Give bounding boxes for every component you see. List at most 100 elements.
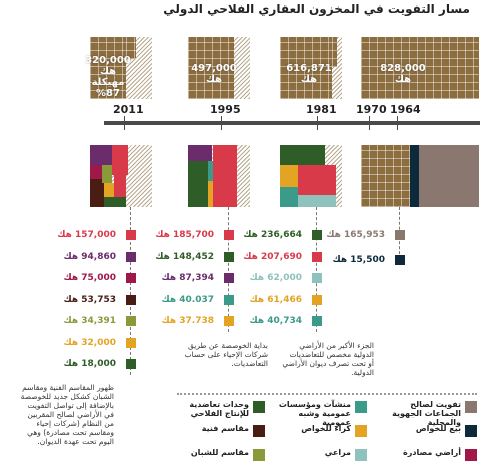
- value-swatch: [312, 316, 322, 326]
- value-label: 207,690 هك: [243, 251, 302, 262]
- legend-swatch: [465, 425, 477, 437]
- note-1995: بداية الخوصصة عن طريق شركات الإحياء على …: [184, 341, 268, 368]
- tick-1970: [369, 116, 370, 130]
- tick-2011: [124, 116, 125, 130]
- value-label: 75,000 هك: [63, 273, 117, 283]
- value-label: 15,500 هك: [332, 255, 386, 265]
- mosaic-2011-yellow: [104, 183, 114, 197]
- mosaic-2011-green: [104, 197, 126, 207]
- year-1970: 1970: [356, 103, 387, 116]
- mosaic-1964-collective: [419, 145, 479, 207]
- legend-label: بيع للخواص: [415, 424, 461, 433]
- legend-label: منشآت ومؤسسات عمومية وشبه عمومية: [278, 400, 351, 427]
- year-1995: 1995: [210, 103, 241, 116]
- value-label: 40.037 هك: [161, 294, 215, 305]
- value-label: 148,452 هك: [155, 251, 214, 262]
- legend-swatch: [355, 401, 367, 413]
- stock-label-2011: 320,000 هك مهيكلة 87%: [85, 55, 131, 99]
- mosaic-2011-red: [112, 145, 128, 175]
- value-swatch: [224, 316, 234, 326]
- legend-label: مقاسم فنية: [201, 424, 249, 433]
- legend-swatch: [253, 401, 265, 413]
- stock-fill-2011-step: [126, 37, 136, 59]
- stock-label-1981: 616,871 هك: [286, 63, 332, 85]
- legend-label: وحدات تعاضدية للإنتاج الفلاحي: [189, 400, 249, 418]
- legend-swatch: [465, 401, 477, 413]
- mosaic-1981-pasture: [298, 195, 336, 207]
- stem-1995: [228, 207, 230, 332]
- mosaic-1981-yellow: [280, 165, 298, 187]
- value-swatch: [126, 294, 136, 305]
- note-1981: الجزء الأكبر من الأراضي الدولية مخصص للت…: [282, 341, 374, 377]
- legend-swatch: [253, 449, 265, 461]
- year-2011: 2011: [113, 103, 144, 116]
- stem-2011: [130, 207, 132, 375]
- mosaic-2011-olive: [102, 165, 112, 183]
- legend-swatch: [355, 425, 367, 437]
- value-label: 165,953 هك: [326, 230, 385, 240]
- value-swatch: [395, 230, 405, 240]
- value-label: 185,700 هك: [155, 230, 214, 240]
- value-label: 40,734 هك: [249, 316, 303, 326]
- value-swatch: [126, 337, 136, 348]
- value-label: 94,860 هك: [63, 251, 117, 262]
- value-label: 61,466 هك: [249, 294, 303, 305]
- mosaic-1981-red: [298, 165, 336, 195]
- value-swatch: [126, 251, 136, 262]
- legend-label: كراء للخواص: [301, 424, 351, 433]
- mosaic-1995-yellow: [208, 181, 213, 207]
- stock-fill-1981-step: [332, 37, 337, 67]
- mosaic-1995-teal: [208, 161, 213, 181]
- stem-1981: [316, 207, 318, 332]
- stock-fill-1981: [280, 37, 332, 99]
- value-label: 34,391 هك: [63, 316, 117, 326]
- value-label: 236,664 هك: [243, 230, 302, 240]
- value-label: 53,753 هك: [63, 294, 117, 305]
- legend-swatch: [253, 425, 265, 437]
- legend-label: أراضي مصادرة: [403, 448, 461, 457]
- value-swatch: [224, 251, 234, 262]
- mosaic-2011-red2: [114, 175, 126, 197]
- stock-label-1995: 497,000 هك: [191, 63, 237, 85]
- value-swatch: [224, 273, 234, 283]
- value-swatch: [126, 359, 136, 369]
- value-label: 37.738 هك: [161, 316, 215, 326]
- value-label: 157,000 هك: [57, 230, 116, 240]
- mosaic-1981-green: [280, 145, 325, 165]
- value-swatch: [312, 273, 322, 283]
- mosaic-2011-crimson: [90, 165, 102, 179]
- page-title: مسار التفويت في المخزون العقاري الفلاحي …: [163, 2, 470, 16]
- value-swatch: [395, 255, 405, 265]
- value-label: 18,000 هك: [63, 359, 117, 369]
- year-1981: 1981: [306, 103, 337, 116]
- tick-1964: [397, 116, 398, 130]
- value-swatch: [224, 230, 234, 240]
- value-swatch: [312, 251, 322, 262]
- value-swatch: [126, 273, 136, 283]
- timeline: [104, 121, 480, 125]
- value-swatch: [312, 294, 322, 305]
- stock-label-1964: 828,000 هك: [380, 63, 426, 85]
- stock-fill-2011: [90, 37, 126, 99]
- legend-label: مراعي: [324, 448, 351, 457]
- value-label: 87,394 هك: [161, 273, 215, 283]
- tick-1981: [317, 116, 318, 130]
- value-label: 32,000 هك: [63, 337, 117, 348]
- mosaic-2011-purple: [90, 145, 112, 165]
- note-2011: ظهور المقاسم الفنية ومقاسم الشبان كشكل ج…: [20, 383, 114, 446]
- mosaic-2011-brown: [90, 179, 104, 207]
- legend-swatch: [465, 449, 477, 461]
- mosaic-1995-green: [188, 161, 208, 207]
- legend: تفويت لصالح الجماعات الجهوية والمحلية منش…: [177, 393, 477, 470]
- value-swatch: [312, 230, 322, 240]
- year-1964: 1964: [390, 103, 421, 116]
- value-label: 62,000 هك: [249, 273, 303, 283]
- tick-1995: [221, 116, 222, 130]
- mosaic-1995-red: [213, 145, 237, 207]
- stock-fill-1995: [188, 37, 234, 99]
- value-swatch: [126, 316, 136, 326]
- stock-square-1964: [361, 37, 479, 99]
- value-swatch: [224, 294, 234, 305]
- legend-swatch: [355, 449, 367, 461]
- legend-label: مقاسم للشبان: [190, 448, 249, 457]
